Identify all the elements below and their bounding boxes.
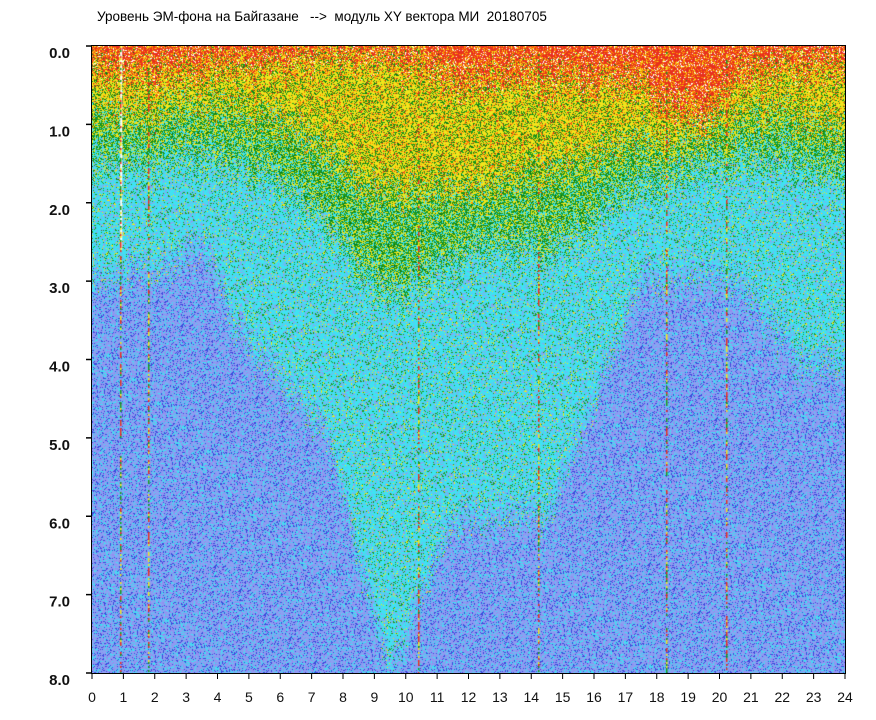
x-tick-label: 16 xyxy=(586,689,602,705)
y-tick-label: 6.0 xyxy=(49,515,70,532)
x-tick-label: 14 xyxy=(523,689,539,705)
y-tick-label: 0.0 xyxy=(49,45,70,62)
x-tick-label: 18 xyxy=(649,689,665,705)
y-tick-label: 5.0 xyxy=(49,437,70,454)
x-tick-label: 20 xyxy=(712,689,728,705)
x-tick-label: 6 xyxy=(276,689,284,705)
x-tick-label: 1 xyxy=(119,689,127,705)
y-tick-label: 7.0 xyxy=(49,594,70,611)
y-tick-label: 8.0 xyxy=(49,672,70,689)
x-tick-label: 5 xyxy=(245,689,253,705)
y-tick-label: 2.0 xyxy=(49,202,70,219)
x-tick-label: 19 xyxy=(680,689,696,705)
x-tick-label: 13 xyxy=(492,689,508,705)
x-tick-label: 7 xyxy=(308,689,316,705)
x-tick-label: 15 xyxy=(555,689,571,705)
y-tick-label: 1.0 xyxy=(49,123,70,140)
x-tick-label: 17 xyxy=(618,689,634,705)
x-tick-label: 22 xyxy=(774,689,790,705)
chart-title: Уровень ЭМ-фона на Байгазане --> модуль … xyxy=(97,9,547,24)
x-tick-label: 23 xyxy=(806,689,822,705)
x-tick-label: 12 xyxy=(461,689,477,705)
x-tick-label: 9 xyxy=(370,689,378,705)
x-tick-label: 10 xyxy=(398,689,414,705)
y-tick-label: 4.0 xyxy=(49,359,70,376)
x-tick-label: 11 xyxy=(430,689,445,705)
x-tick-label: 3 xyxy=(182,689,190,705)
heatmap-plot-area xyxy=(92,46,845,673)
x-tick-label: 2 xyxy=(151,689,159,705)
x-tick-label: 0 xyxy=(88,689,96,705)
y-tick-label: 3.0 xyxy=(49,280,70,297)
x-tick-label: 21 xyxy=(743,689,759,705)
x-tick-label: 4 xyxy=(214,689,222,705)
x-tick-label: 24 xyxy=(837,689,853,705)
x-tick-label: 8 xyxy=(339,689,347,705)
